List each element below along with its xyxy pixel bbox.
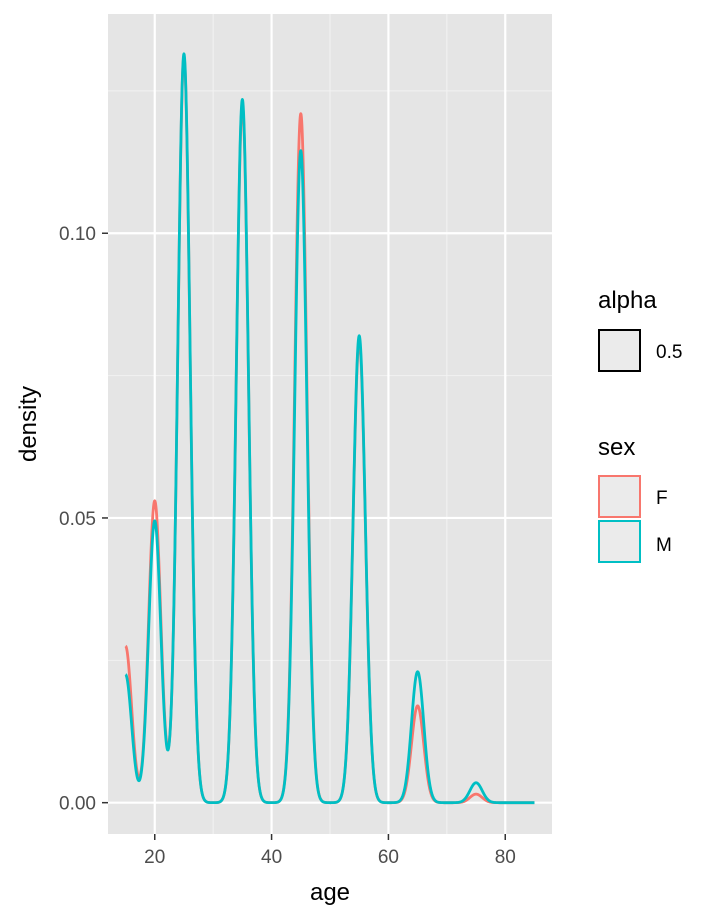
legend-alpha-label: 0.5 — [656, 342, 682, 363]
legend-alpha-title: alpha — [598, 287, 657, 314]
x-tick-label: 40 — [261, 847, 282, 868]
density-lines — [124, 52, 536, 805]
legend-sex-label-f: F — [656, 488, 668, 509]
x-tick-label: 20 — [144, 847, 165, 868]
x-tick-label: 60 — [378, 847, 399, 868]
y-tick-label: 0.00 — [59, 794, 96, 815]
density-line-m — [124, 52, 536, 805]
legend-sex-key-m — [598, 520, 641, 563]
y-tick-label: 0.10 — [59, 224, 96, 245]
y-tick-label: 0.05 — [59, 509, 96, 530]
axes: 20 40 60 80 0.00 0.05 0.10 — [59, 224, 516, 868]
x-axis-title: age — [310, 879, 350, 906]
legend-sex-label-m: M — [656, 535, 672, 556]
minor-gridlines — [108, 14, 552, 834]
y-axis-title: density — [15, 386, 42, 462]
x-tick-label: 80 — [495, 847, 516, 868]
legend-sex: sex F M — [598, 434, 672, 563]
legend-sex-key-f — [598, 475, 641, 518]
legend-alpha-key — [598, 329, 641, 372]
legend-sex-title: sex — [598, 434, 635, 461]
legend-alpha: alpha 0.5 — [598, 287, 682, 372]
